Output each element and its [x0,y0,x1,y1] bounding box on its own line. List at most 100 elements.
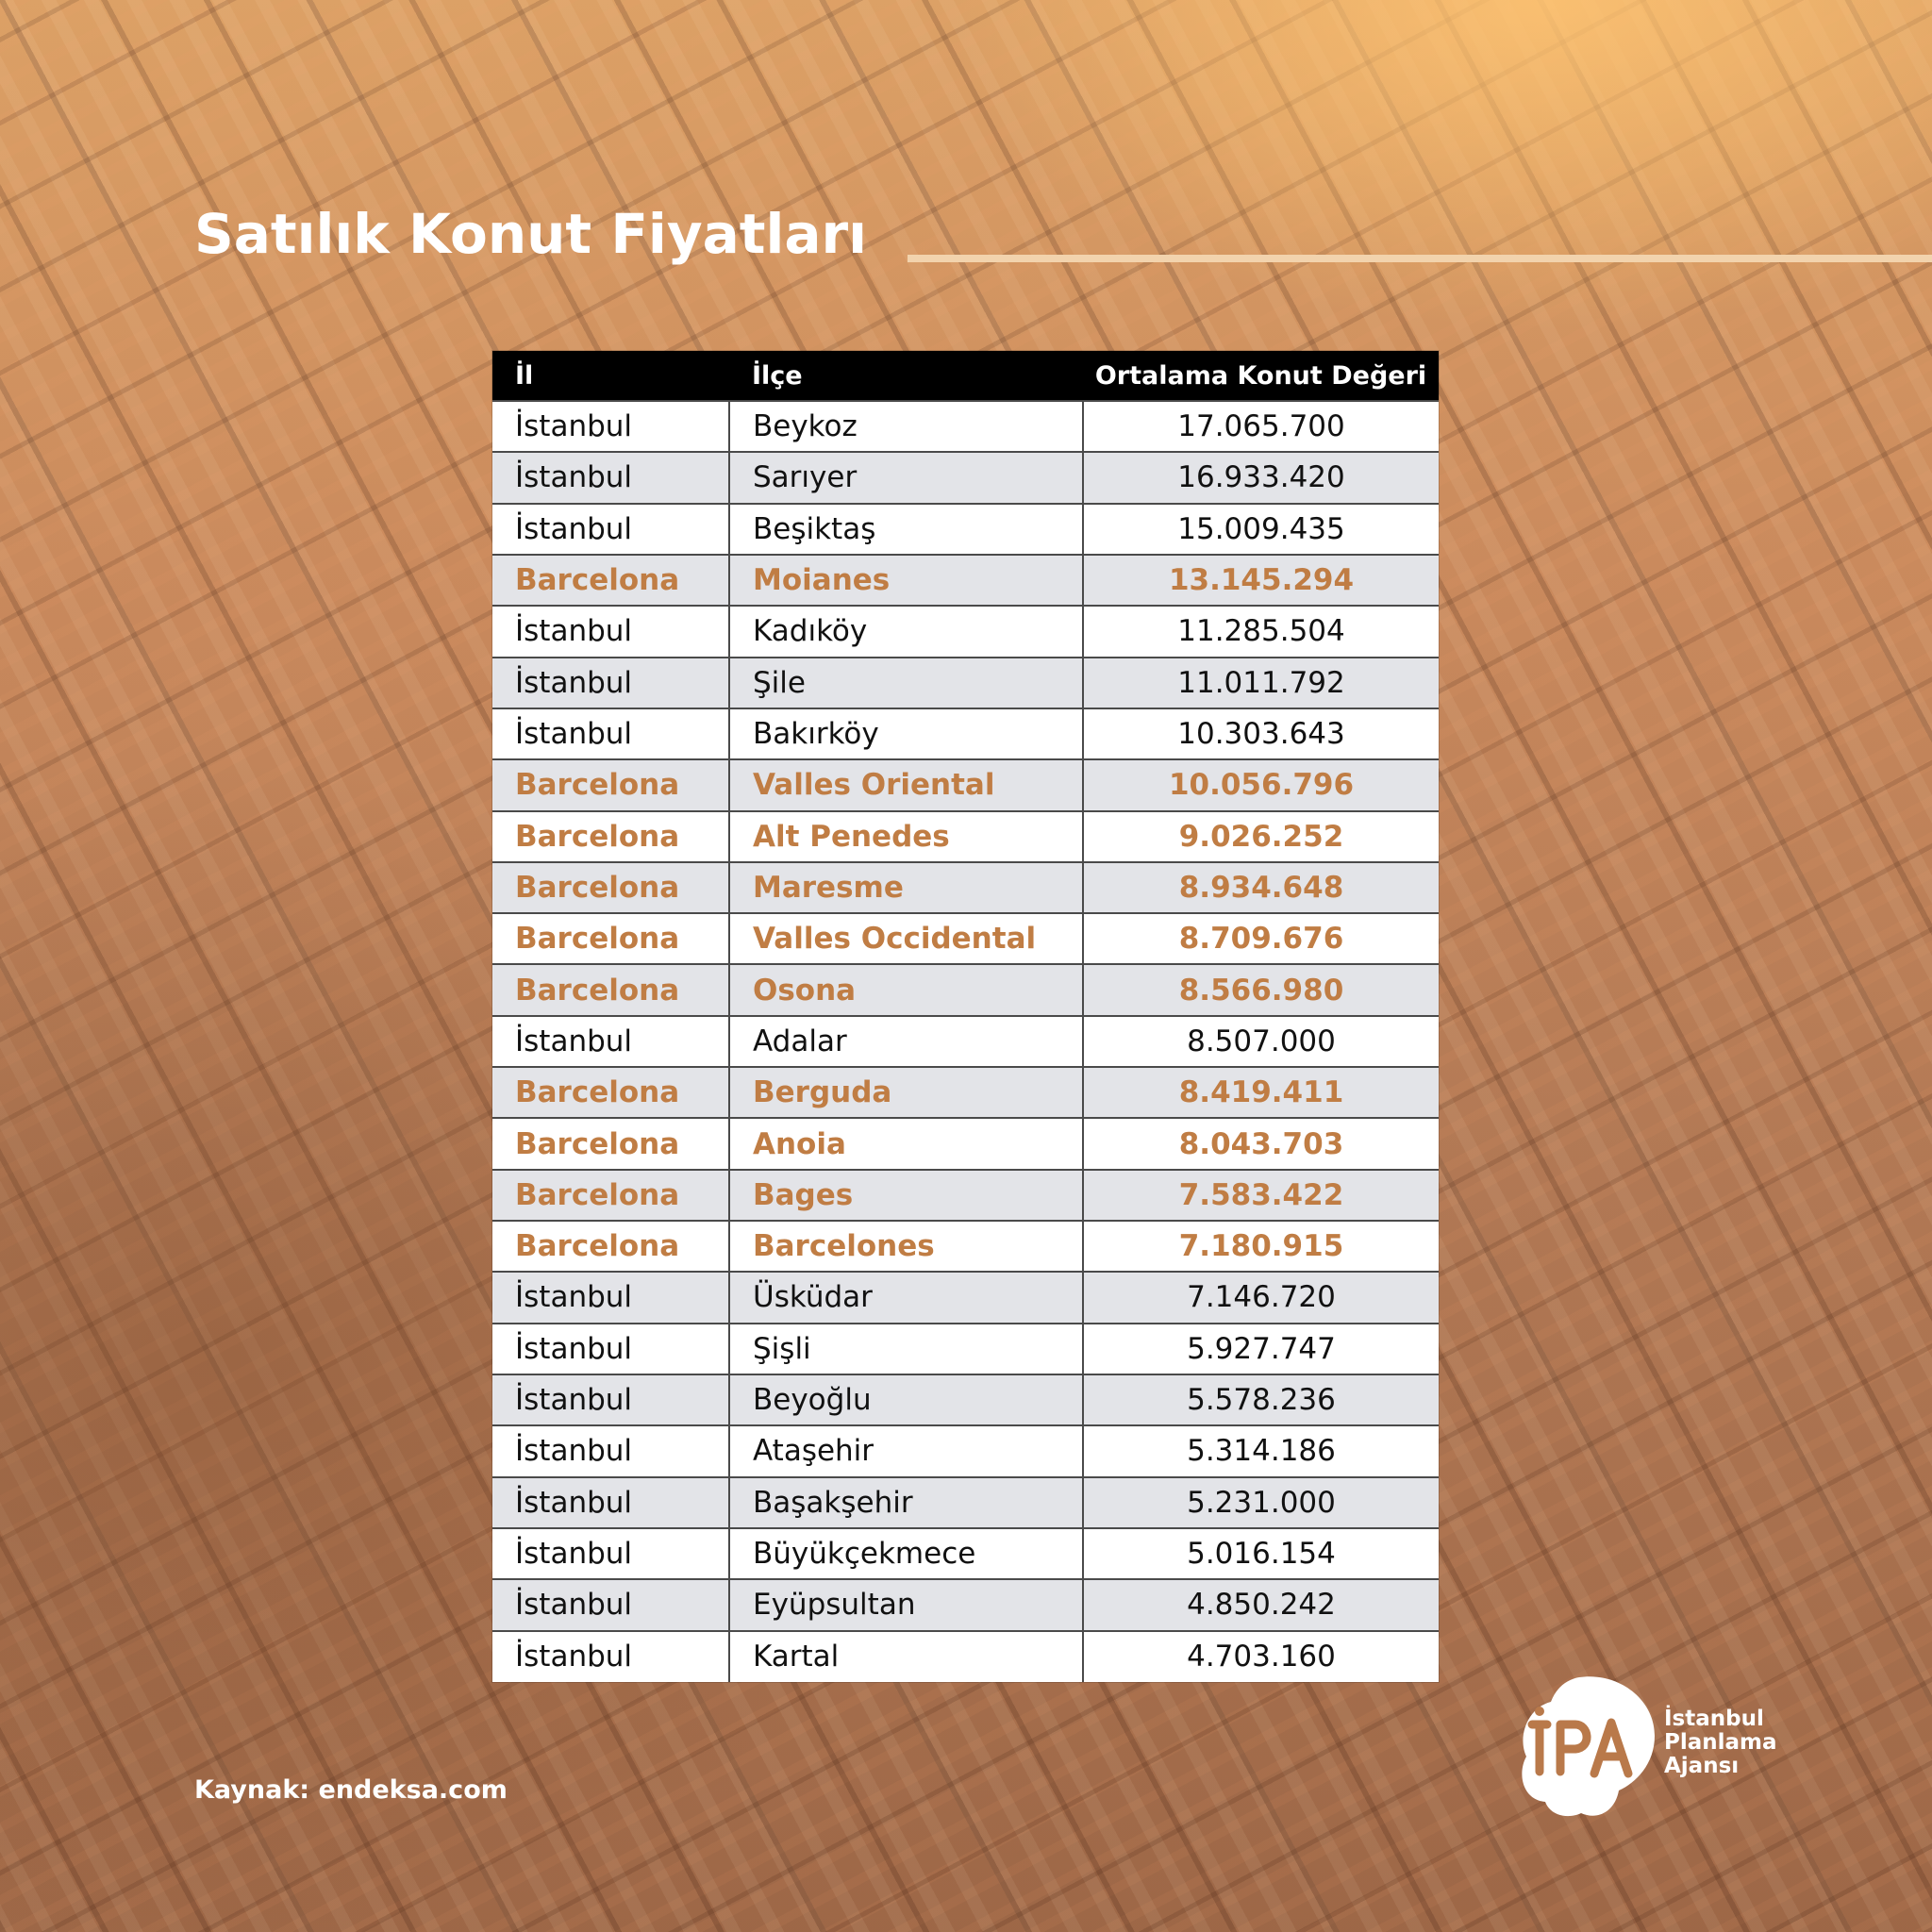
table-row: İstanbul Büyükçekmece 5.016.154 [492,1526,1439,1580]
cell-ortalama-konut-degeri: 8.709.676 [1083,912,1439,965]
table-row: İstanbul Şile 11.011.792 [492,656,1439,708]
cell-ortalama-konut-degeri: 5.231.000 [1083,1475,1439,1528]
cell-ortalama-konut-degeri: 8.934.648 [1083,860,1439,914]
price-table-container: İl İlçe Ortalama Konut Değeri İstanbul Be… [492,351,1439,1682]
cell-ilce: Adalar [729,1014,1084,1068]
table-row: Barcelona Valles Oriental 10.056.796 [492,758,1439,811]
cell-il: Barcelona [492,553,730,607]
cell-il: Barcelona [492,1168,730,1221]
cell-ortalama-konut-degeri: 5.016.154 [1083,1526,1439,1580]
cell-ilce: Moianes [729,553,1084,607]
cell-il: Barcelona [492,860,730,914]
table-row: İstanbul Ataşehir 5.314.186 [492,1424,1439,1477]
header-il: İl [492,351,729,401]
cell-il: İstanbul [492,1526,730,1580]
cell-il: İstanbul [492,656,730,708]
price-table: İl İlçe Ortalama Konut Değeri İstanbul Be… [492,351,1439,1682]
cell-il: İstanbul [492,1271,730,1324]
header-ortalama-konut-degeri: Ortalama Konut Değeri [1083,351,1439,401]
ipa-logo-mark-icon [1522,1676,1655,1817]
table-header-row: İl İlçe Ortalama Konut Değeri [492,351,1439,401]
cell-ortalama-konut-degeri: 4.850.242 [1083,1578,1439,1631]
cell-il: Barcelona [492,758,730,811]
cell-ilce: Üsküdar [729,1271,1084,1324]
table-row: Barcelona Maresme 8.934.648 [492,860,1439,914]
table-row: İstanbul Kartal 4.703.160 [492,1629,1439,1682]
cell-ilce: Valles Oriental [729,758,1084,811]
cell-ortalama-konut-degeri: 4.703.160 [1083,1629,1439,1682]
table-row: İstanbul Bakırköy 10.303.643 [492,707,1439,760]
table-row: Barcelona Barcelones 7.180.915 [492,1219,1439,1273]
cell-il: Barcelona [492,1066,730,1119]
table-row: İstanbul Beşiktaş 15.009.435 [492,502,1439,555]
table-row: İstanbul Şişli 5.927.747 [492,1322,1439,1374]
cell-il: İstanbul [492,451,730,504]
header-ilce: İlçe [729,351,1083,401]
cell-ortalama-konut-degeri: 7.583.422 [1083,1168,1439,1221]
cell-il: Barcelona [492,1219,730,1273]
table-row: İstanbul Eyüpsultan 4.850.242 [492,1578,1439,1631]
table-row: İstanbul Beykoz 17.065.700 [492,399,1439,453]
cell-ortalama-konut-degeri: 8.043.703 [1083,1117,1439,1170]
table-row: Barcelona Moianes 13.145.294 [492,553,1439,607]
cell-il: İstanbul [492,1475,730,1528]
logo-line-2: Planlama [1664,1730,1777,1755]
table-row: Barcelona Alt Penedes 9.026.252 [492,809,1439,862]
cell-ilce: Barcelones [729,1219,1084,1273]
cell-ortalama-konut-degeri: 7.180.915 [1083,1219,1439,1273]
table-row: Barcelona Osona 8.566.980 [492,963,1439,1016]
cell-ortalama-konut-degeri: 8.507.000 [1083,1014,1439,1068]
ipa-logo: İstanbul Planlama Ajansı [1513,1670,1796,1821]
table-row: Barcelona Berguda 8.419.411 [492,1066,1439,1119]
cell-ortalama-konut-degeri: 11.285.504 [1083,605,1439,658]
cell-ortalama-konut-degeri: 17.065.700 [1083,399,1439,453]
cell-ilce: Şile [729,656,1084,708]
cell-ilce: Alt Penedes [729,809,1084,862]
cell-ilce: Sarıyer [729,451,1084,504]
table-row: İstanbul Beyoğlu 5.578.236 [492,1373,1439,1426]
cell-ilce: Bages [729,1168,1084,1221]
cell-il: Barcelona [492,809,730,862]
cell-il: İstanbul [492,707,730,760]
cell-il: İstanbul [492,1014,730,1068]
table-row: Barcelona Anoia 8.043.703 [492,1117,1439,1170]
cell-il: İstanbul [492,605,730,658]
cell-ortalama-konut-degeri: 13.145.294 [1083,553,1439,607]
page-title: Satılık Konut Fiyatları [194,202,867,266]
table-row: İstanbul Adalar 8.507.000 [492,1014,1439,1068]
cell-ilce: Bakırköy [729,707,1084,760]
cell-ortalama-konut-degeri: 7.146.720 [1083,1271,1439,1324]
cell-ortalama-konut-degeri: 8.419.411 [1083,1066,1439,1119]
cell-il: Barcelona [492,1117,730,1170]
cell-il: Barcelona [492,912,730,965]
cell-ortalama-konut-degeri: 10.303.643 [1083,707,1439,760]
cell-ilce: Anoia [729,1117,1084,1170]
logo-line-3: Ajansı [1664,1754,1740,1778]
cell-ortalama-konut-degeri: 5.927.747 [1083,1322,1439,1374]
table-row: Barcelona Bages 7.583.422 [492,1168,1439,1221]
cell-ilce: Ataşehir [729,1424,1084,1477]
cell-ortalama-konut-degeri: 5.314.186 [1083,1424,1439,1477]
cell-ilce: Kadıköy [729,605,1084,658]
logo-line-1: İstanbul [1664,1707,1764,1731]
cell-ortalama-konut-degeri: 8.566.980 [1083,963,1439,1016]
cell-il: İstanbul [492,502,730,555]
source-note: Kaynak: endeksa.com [194,1775,508,1805]
cell-ilce: Beşiktaş [729,502,1084,555]
cell-ortalama-konut-degeri: 11.011.792 [1083,656,1439,708]
table-row: İstanbul Üsküdar 7.146.720 [492,1271,1439,1324]
cell-ilce: Kartal [729,1629,1084,1682]
cell-il: İstanbul [492,1373,730,1426]
cell-il: İstanbul [492,1578,730,1631]
table-row: İstanbul Sarıyer 16.933.420 [492,451,1439,504]
cell-ortalama-konut-degeri: 10.056.796 [1083,758,1439,811]
cell-ilce: Şişli [729,1322,1084,1374]
cell-ilce: Büyükçekmece [729,1526,1084,1580]
cell-ilce: Valles Occidental [729,912,1084,965]
cell-ortalama-konut-degeri: 15.009.435 [1083,502,1439,555]
cell-il: İstanbul [492,1322,730,1374]
ipa-logo-wordmark: İstanbul Planlama Ajansı [1664,1707,1777,1778]
cell-ilce: Berguda [729,1066,1084,1119]
cell-ilce: Beykoz [729,399,1084,453]
cell-ortalama-konut-degeri: 9.026.252 [1083,809,1439,862]
